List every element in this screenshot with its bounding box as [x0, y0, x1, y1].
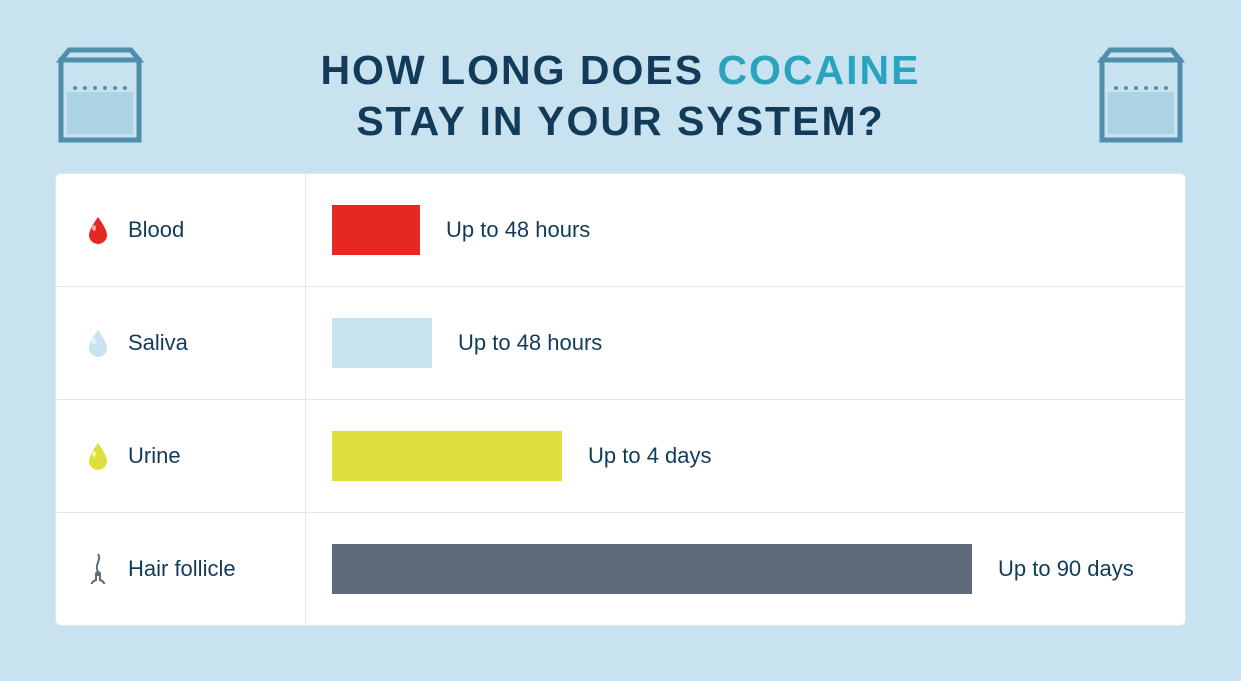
bar-cell: Up to 90 days [306, 544, 1185, 594]
bar-value-label: Up to 4 days [588, 443, 712, 469]
bag-icon-left [55, 46, 145, 146]
table-row-saliva: Saliva Up to 48 hours [56, 287, 1185, 400]
detection-table: Blood Up to 48 hours Saliva Up to 48 hours U… [55, 173, 1186, 627]
bar-value-label: Up to 90 days [998, 556, 1134, 582]
bar-cell: Up to 48 hours [306, 205, 1185, 255]
follicle-icon [86, 554, 110, 584]
title: HOW LONG DOES COCAINE STAY IN YOUR SYSTE… [145, 45, 1096, 148]
table-row-urine: Urine Up to 4 days [56, 400, 1185, 513]
bag-icon-right [1096, 46, 1186, 146]
title-prefix: HOW LONG DOES [320, 47, 717, 93]
table-row-blood: Blood Up to 48 hours [56, 174, 1185, 287]
bar [332, 544, 972, 594]
bar-value-label: Up to 48 hours [446, 217, 590, 243]
label-cell: Urine [56, 400, 306, 512]
row-label: Hair follicle [128, 556, 236, 582]
bar-cell: Up to 48 hours [306, 318, 1185, 368]
drop-icon [86, 328, 110, 358]
row-label: Blood [128, 217, 184, 243]
bar-cell: Up to 4 days [306, 431, 1185, 481]
title-line2: STAY IN YOUR SYSTEM? [145, 96, 1096, 147]
bar [332, 205, 420, 255]
bar-value-label: Up to 48 hours [458, 330, 602, 356]
title-accent: COCAINE [717, 47, 920, 93]
table-row-hair: Hair follicle Up to 90 days [56, 513, 1185, 625]
row-label: Urine [128, 443, 181, 469]
row-label: Saliva [128, 330, 188, 356]
bar [332, 318, 432, 368]
bar [332, 431, 562, 481]
label-cell: Saliva [56, 287, 306, 399]
header: HOW LONG DOES COCAINE STAY IN YOUR SYSTE… [55, 45, 1186, 148]
label-cell: Blood [56, 174, 306, 286]
label-cell: Hair follicle [56, 513, 306, 625]
drop-icon [86, 441, 110, 471]
drop-icon [86, 215, 110, 245]
